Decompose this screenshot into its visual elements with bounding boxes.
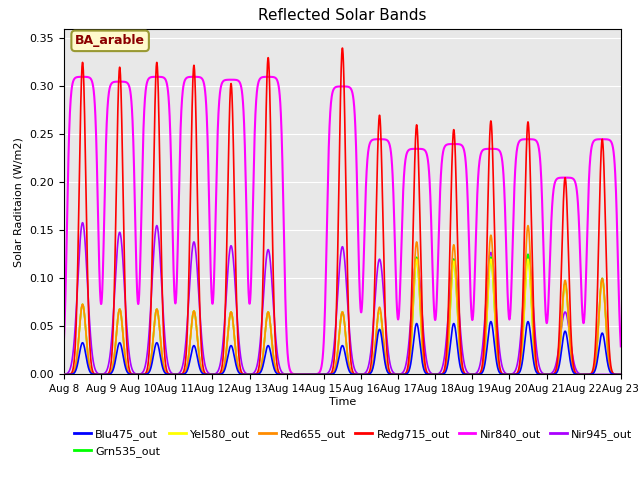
Red655_out [157, 336, 164, 342]
Blu475_out [606, 369, 614, 375]
Red655_out [274, 370, 282, 376]
Grn535_out [606, 366, 614, 372]
Legend: Blu475_out, Grn535_out, Yel580_out, Red655_out, Redg715_out, Nir840_out, Nir945_: Blu475_out, Grn535_out, Yel580_out, Red6… [70, 425, 637, 461]
Nir945_out [60, 372, 68, 377]
Redg715_out [617, 372, 625, 377]
Grn535_out [60, 372, 68, 377]
Yel580_out [617, 372, 625, 377]
Nir840_out [124, 80, 131, 86]
Redg715_out [606, 358, 614, 364]
Blu475_out [301, 372, 309, 377]
Line: Red655_out: Red655_out [64, 226, 621, 374]
Redg715_out [157, 205, 164, 211]
Line: Yel580_out: Yel580_out [64, 259, 621, 374]
Yel580_out [301, 372, 309, 377]
Grn535_out [524, 252, 532, 257]
Line: Nir840_out: Nir840_out [64, 77, 621, 374]
Grn535_out [274, 370, 282, 376]
Yel580_out [547, 372, 554, 377]
Yel580_out [274, 370, 282, 376]
Nir840_out [60, 336, 68, 342]
Red655_out [617, 372, 625, 377]
Grn535_out [124, 367, 131, 373]
Title: Reflected Solar Bands: Reflected Solar Bands [258, 9, 427, 24]
Nir945_out [124, 336, 132, 341]
Grn535_out [547, 372, 554, 377]
Grn535_out [157, 336, 164, 342]
Nir945_out [298, 372, 306, 377]
Blu475_out [298, 372, 305, 377]
Yel580_out [606, 366, 614, 372]
Redg715_out [339, 45, 346, 51]
Nir840_out [301, 372, 309, 377]
Red655_out [547, 372, 554, 377]
Nir840_out [274, 79, 282, 84]
Redg715_out [298, 372, 305, 377]
Nir840_out [153, 74, 161, 80]
Yel580_out [60, 372, 68, 377]
Yel580_out [298, 372, 305, 377]
Line: Blu475_out: Blu475_out [64, 322, 621, 374]
Grn535_out [617, 372, 625, 377]
Blu475_out [157, 355, 164, 360]
Redg715_out [124, 352, 131, 358]
X-axis label: Time: Time [329, 397, 356, 407]
Grn535_out [301, 372, 309, 377]
Nir840_out [606, 138, 614, 144]
Yel580_out [124, 367, 131, 373]
Yel580_out [157, 336, 164, 342]
Redg715_out [301, 372, 309, 377]
Red655_out [124, 367, 131, 373]
Text: BA_arable: BA_arable [75, 35, 145, 48]
Y-axis label: Solar Raditaion (W/m2): Solar Raditaion (W/m2) [14, 137, 24, 266]
Nir840_out [617, 344, 625, 349]
Red655_out [606, 366, 614, 372]
Nir840_out [298, 372, 306, 377]
Line: Nir945_out: Nir945_out [64, 223, 621, 374]
Nir945_out [606, 372, 614, 377]
Yel580_out [524, 256, 532, 262]
Blu475_out [124, 370, 131, 375]
Nir945_out [79, 220, 86, 226]
Nir945_out [617, 372, 625, 377]
Blu475_out [617, 372, 625, 377]
Red655_out [301, 372, 309, 377]
Nir840_out [157, 74, 164, 80]
Nir945_out [274, 354, 282, 360]
Blu475_out [274, 371, 282, 377]
Red655_out [298, 372, 305, 377]
Red655_out [524, 223, 532, 228]
Redg715_out [274, 365, 282, 371]
Red655_out [60, 372, 68, 377]
Blu475_out [524, 319, 532, 324]
Blu475_out [547, 372, 554, 377]
Redg715_out [60, 372, 68, 377]
Line: Redg715_out: Redg715_out [64, 48, 621, 374]
Nir945_out [157, 264, 164, 270]
Blu475_out [60, 372, 68, 377]
Grn535_out [298, 372, 305, 377]
Nir840_out [547, 247, 554, 253]
Nir945_out [546, 371, 554, 377]
Line: Grn535_out: Grn535_out [64, 254, 621, 374]
Redg715_out [547, 372, 554, 377]
